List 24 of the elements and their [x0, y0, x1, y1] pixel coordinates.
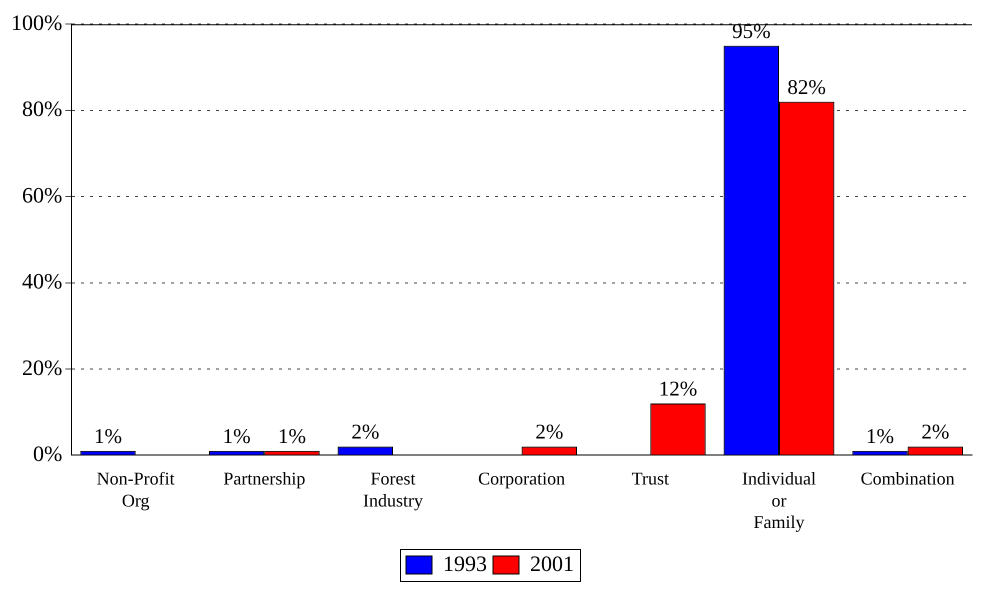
data-label: 1% [866, 424, 894, 448]
y-tick-label: 0% [33, 440, 62, 466]
legend-label: 1993 [443, 550, 487, 576]
data-label: 82% [787, 74, 826, 99]
data-label: 2% [921, 420, 950, 444]
data-label: 1% [94, 424, 122, 448]
x-tick-label: Combination [860, 468, 955, 489]
data-label: 1% [222, 424, 251, 448]
x-tick-label: Partnership [223, 468, 306, 489]
x-tick-label: Non-Profit Org [96, 468, 175, 510]
y-tick-label: 20% [22, 354, 62, 380]
y-tick-label: 100% [11, 10, 62, 35]
data-label: 2% [535, 420, 564, 444]
x-tick-label: Individual or Family [742, 468, 816, 532]
x-tick-label: Trust [632, 468, 670, 489]
legend-label: 2001 [530, 550, 574, 576]
data-label: 12% [658, 376, 698, 400]
y-tick-label: 60% [22, 182, 62, 208]
y-tick-label: 40% [22, 268, 62, 294]
data-label: 2% [351, 420, 380, 444]
x-tick-label: Forest Industry [362, 468, 423, 510]
y-tick-label: 80% [22, 96, 62, 122]
data-label: 1% [278, 424, 306, 448]
x-tick-label: Corporation [478, 468, 566, 489]
